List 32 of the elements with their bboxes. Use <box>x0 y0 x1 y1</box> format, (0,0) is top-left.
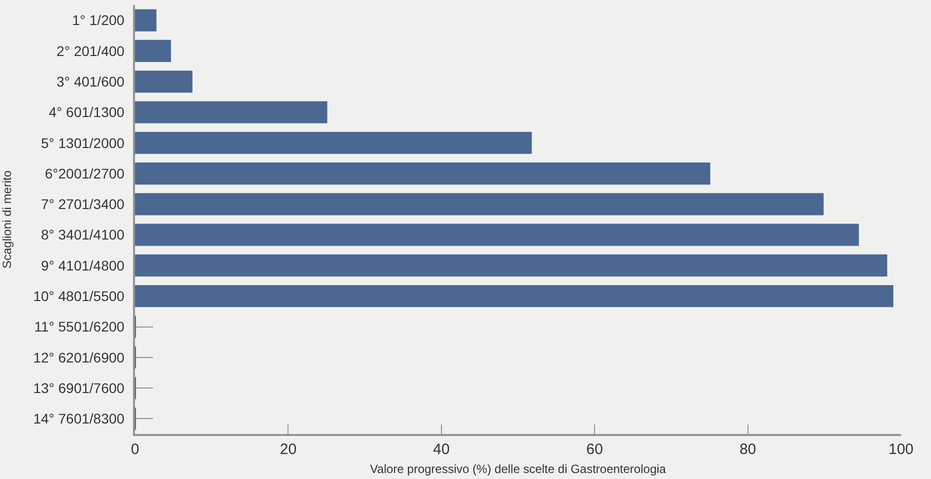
y-tick-label: 8° 3401/4100 <box>40 226 125 243</box>
y-tick-label: 10° 4801/5500 <box>33 288 125 304</box>
bar <box>135 70 192 93</box>
y-tick-label: 4° 601/1300 <box>48 104 125 120</box>
y-tick-label: 3° 401/600 <box>56 74 125 90</box>
y-tick-label: 14° 7601/8300 <box>33 410 125 427</box>
y-axis-title: Scaglioni di merito <box>0 170 14 269</box>
bar <box>135 224 859 246</box>
bar <box>135 285 894 308</box>
x-tick-label: 20 <box>280 440 297 458</box>
x-tick-label: 40 <box>433 440 450 458</box>
bar <box>135 9 156 32</box>
y-tick-label: 5° 1301/2000 <box>40 134 125 151</box>
y-tick-label: 1° 1/200 <box>72 12 125 28</box>
x-tick-label: 60 <box>586 440 603 458</box>
y-tick-label: 2° 201/400 <box>56 42 125 59</box>
bar <box>135 132 532 154</box>
bar <box>135 254 888 276</box>
y-tick-label: 13° 6901/7600 <box>33 380 125 396</box>
bar <box>135 101 328 124</box>
y-tick-label: 6°2001/2700 <box>44 165 125 182</box>
y-tick-label: 9° 4101/4800 <box>40 257 125 274</box>
bar <box>135 162 710 185</box>
bar <box>135 193 824 216</box>
bar <box>135 40 171 62</box>
y-tick-label: 7° 2701/3400 <box>40 196 125 212</box>
x-tick-label: 100 <box>888 440 914 458</box>
x-axis-title: Valore progressivo (%) delle scelte di Gastroenterologia <box>370 462 666 476</box>
x-tick-label: 80 <box>739 440 756 458</box>
x-tick-label: 0 <box>130 440 140 458</box>
y-tick-label: 11° 5501/6200 <box>34 318 125 335</box>
y-tick-label: 12° 6201/6900 <box>33 349 125 366</box>
